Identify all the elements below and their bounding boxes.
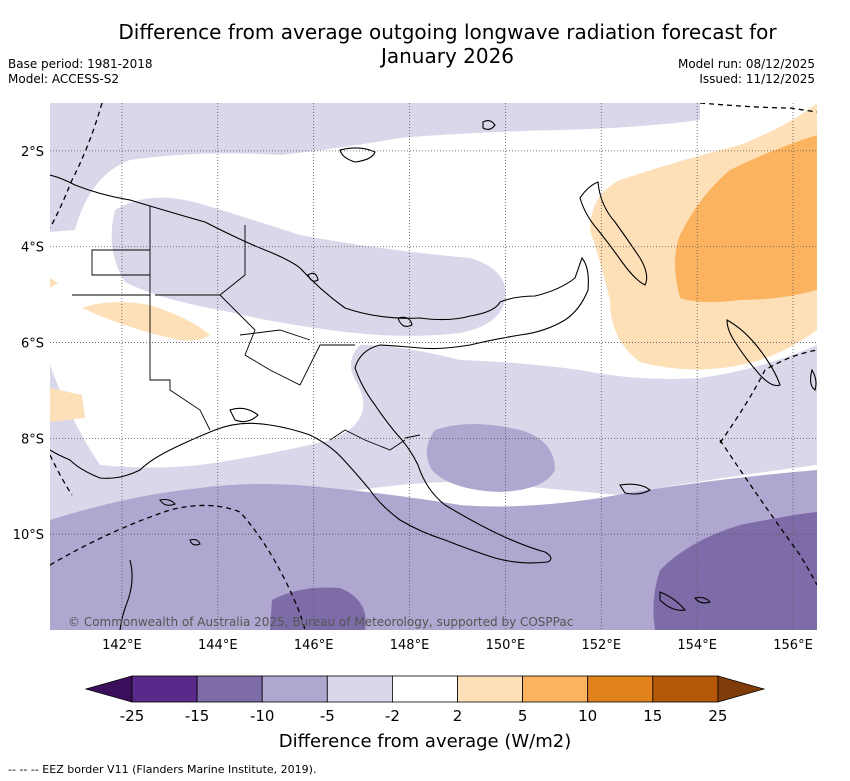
anomaly-region-strong-south xyxy=(270,587,366,630)
bougainville-coast xyxy=(809,368,817,391)
colorbar-segment xyxy=(522,675,589,703)
lon-tick-label: 148°E xyxy=(390,638,430,653)
lon-tick-label: 146°E xyxy=(294,638,334,653)
new-britain-coast xyxy=(579,181,648,286)
anomaly-region-positive-mid xyxy=(675,135,817,303)
new-guinea-coast xyxy=(50,174,589,564)
north-islet xyxy=(482,119,496,131)
latitude-labels: 2°S 4°S 6°S 8°S 10°S xyxy=(13,145,44,543)
colorbar-tick-label: 25 xyxy=(708,707,727,725)
lat-tick-label: 6°S xyxy=(21,337,44,352)
anomaly-region-positive-west xyxy=(82,302,210,341)
colorbar-tick-label: -10 xyxy=(250,707,275,725)
anomaly-region-light-band-top xyxy=(111,197,506,336)
meta-left: Base period: 1981-2018 Model: ACCESS-S2 xyxy=(8,57,153,87)
east-islands xyxy=(619,483,711,611)
colorbar-tick-label: -2 xyxy=(385,707,400,725)
colorbar-segment xyxy=(391,675,458,703)
lon-tick-label: 142°E xyxy=(102,638,142,653)
model-name: Model: ACCESS-S2 xyxy=(8,72,120,86)
colorbar-segment xyxy=(587,675,654,703)
eez-west xyxy=(50,454,73,496)
meta-right: Model run: 08/12/2025 Issued: 11/12/2025 xyxy=(678,57,815,87)
chart-title: Difference from average outgoing longwav… xyxy=(118,20,777,68)
colorbar-title: Difference from average (W/m2) xyxy=(279,731,571,752)
lon-tick-label: 152°E xyxy=(582,638,622,653)
lon-tick-label: 150°E xyxy=(486,638,526,653)
coastlines xyxy=(50,119,817,630)
model-run: Model run: 08/12/2025 xyxy=(677,57,815,71)
colorbar-segment xyxy=(326,675,393,703)
central-islet xyxy=(307,272,319,282)
longitude-labels: 142°E 144°E 146°E 148°E 150°E 152°E 154°E 156°E xyxy=(102,638,813,653)
lon-tick-label: 144°E xyxy=(198,638,238,653)
eez-northeast xyxy=(699,103,817,113)
colorbar-extend-high xyxy=(717,675,766,703)
lat-tick-label: 2°S xyxy=(21,145,44,160)
colorbar-segment xyxy=(652,675,719,703)
colorbar-tick-label: 5 xyxy=(518,707,528,725)
colorbar-tick-label: -15 xyxy=(185,707,210,725)
eez-southeast xyxy=(719,439,817,586)
lat-tick-label: 10°S xyxy=(13,528,44,543)
colorbar-tick-label: 10 xyxy=(578,707,597,725)
graticule xyxy=(50,103,817,630)
colorbar-segment xyxy=(457,675,523,703)
new-ireland-coast xyxy=(726,319,781,387)
anomaly-region-mid-inner xyxy=(426,424,555,492)
lon-tick-label: 154°E xyxy=(677,638,717,653)
issued-date: Issued: 11/12/2025 xyxy=(699,72,815,86)
anomaly-region-mid-south xyxy=(50,470,817,630)
anomaly-region-positive-far-west xyxy=(50,388,85,422)
torres-islets xyxy=(159,498,201,546)
eez-borders xyxy=(50,103,817,630)
map-area: © Commonwealth of Australia 2025, Bureau… xyxy=(50,103,817,630)
colorbar-segment xyxy=(261,675,328,703)
colorbar: -25 -15 -10 -5 -2 2 5 10 15 25 xyxy=(84,675,766,725)
border-lines xyxy=(72,206,421,451)
anomaly-region-positive-edge xyxy=(50,278,58,288)
bay-islet xyxy=(397,316,413,327)
footer-note: -- -- -- EEZ border V11 (Flanders Marine… xyxy=(8,763,317,776)
colorbar-tick-label: -25 xyxy=(120,707,145,725)
eez-east xyxy=(719,349,817,444)
eez-west-north xyxy=(50,103,103,229)
cape-york-coast xyxy=(119,559,133,630)
fly-river-delta xyxy=(229,407,259,423)
anomaly-region-strong-southeast xyxy=(653,512,817,630)
base-period: Base period: 1981-2018 xyxy=(8,57,153,71)
colorbar-segment xyxy=(131,675,198,703)
lat-tick-label: 8°S xyxy=(21,432,44,447)
lon-tick-label: 156°E xyxy=(773,638,813,653)
colorbar-segment xyxy=(196,675,263,703)
anomaly-region-light-north xyxy=(50,103,700,232)
colorbar-tick-label: -5 xyxy=(320,707,335,725)
copyright-notice: © Commonwealth of Australia 2025, Bureau… xyxy=(68,615,573,629)
lat-tick-label: 4°S xyxy=(21,241,44,256)
eez-south-curve xyxy=(50,504,306,630)
colorbar-tick-label: 2 xyxy=(453,707,463,725)
colorbar-extend-low xyxy=(84,675,133,703)
manus-island xyxy=(339,147,376,163)
colorbar-tick-label: 15 xyxy=(643,707,662,725)
